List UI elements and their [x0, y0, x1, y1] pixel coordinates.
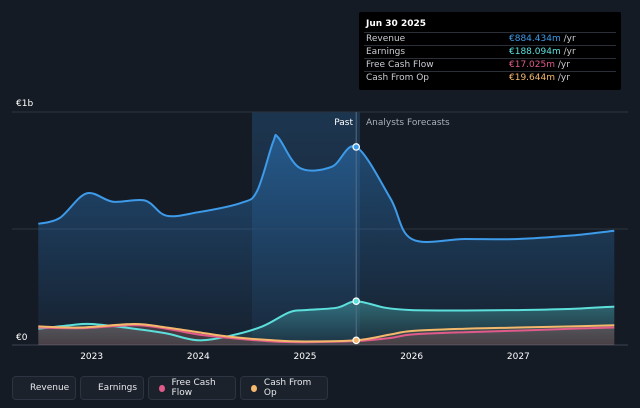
y-tick-zero: €0 — [16, 333, 28, 343]
earnings-line — [38, 300, 615, 342]
tooltip-row-earnings: Earnings €188.094m /yr — [364, 45, 616, 59]
revenue-line — [38, 133, 615, 243]
x-tick-label: 2027 — [507, 352, 530, 362]
cash-from-op-line — [38, 323, 615, 343]
x-tick-label: 2025 — [294, 352, 317, 362]
legend-label: Cash From Op — [263, 378, 312, 398]
legend-earnings[interactable]: Earnings — [80, 376, 144, 400]
tooltip-label: Earnings — [366, 47, 406, 57]
earnings-hover-point — [352, 297, 361, 305]
y-tick-top: €1b — [16, 99, 33, 109]
legend-label: Earnings — [98, 383, 138, 393]
past-label: Past — [334, 118, 353, 128]
x-tick-label: 2026 — [400, 352, 423, 362]
tooltip-value: €17.025m /yr — [509, 60, 570, 70]
hover-tooltip: Jun 30 2025 Revenue €884.434m /yr Earnin… — [359, 12, 621, 90]
legend-free-cash-flow[interactable]: Free Cash Flow — [148, 376, 236, 400]
revenue-area — [38, 134, 615, 345]
tooltip-label: Cash From Op — [366, 73, 430, 83]
tooltip-label: Revenue — [366, 34, 406, 44]
legend-cash-from-op[interactable]: Cash From Op — [240, 376, 328, 400]
tooltip-value: €19.644m /yr — [509, 73, 570, 83]
earnings-area — [38, 301, 615, 345]
legend-revenue[interactable]: Revenue — [12, 376, 76, 400]
tooltip-value: €884.434m /yr — [509, 34, 576, 44]
cash-from-op-hover-point — [352, 336, 361, 345]
tooltip-value: €188.094m /yr — [509, 47, 576, 57]
tooltip-row-cfo: Cash From Op €19.644m /yr — [364, 71, 616, 85]
free-cash-flow-area — [38, 325, 615, 345]
x-tick-label: 2024 — [187, 352, 210, 362]
forecast-label: Analysts Forecasts — [366, 118, 450, 128]
legend-label: Free Cash Flow — [171, 378, 216, 398]
legend-label: Revenue — [30, 383, 70, 393]
tooltip-row-revenue: Revenue €884.434m /yr — [364, 32, 616, 46]
tooltip-date: Jun 30 2025 — [366, 19, 427, 29]
legend-dot-icon — [159, 384, 165, 392]
revenue-hover-point — [352, 143, 361, 151]
tooltip-label: Free Cash Flow — [366, 60, 434, 70]
legend-dot-icon — [251, 384, 257, 392]
x-tick-label: 2023 — [80, 352, 103, 362]
tooltip-row-fcf: Free Cash Flow €17.025m /yr — [364, 58, 616, 72]
